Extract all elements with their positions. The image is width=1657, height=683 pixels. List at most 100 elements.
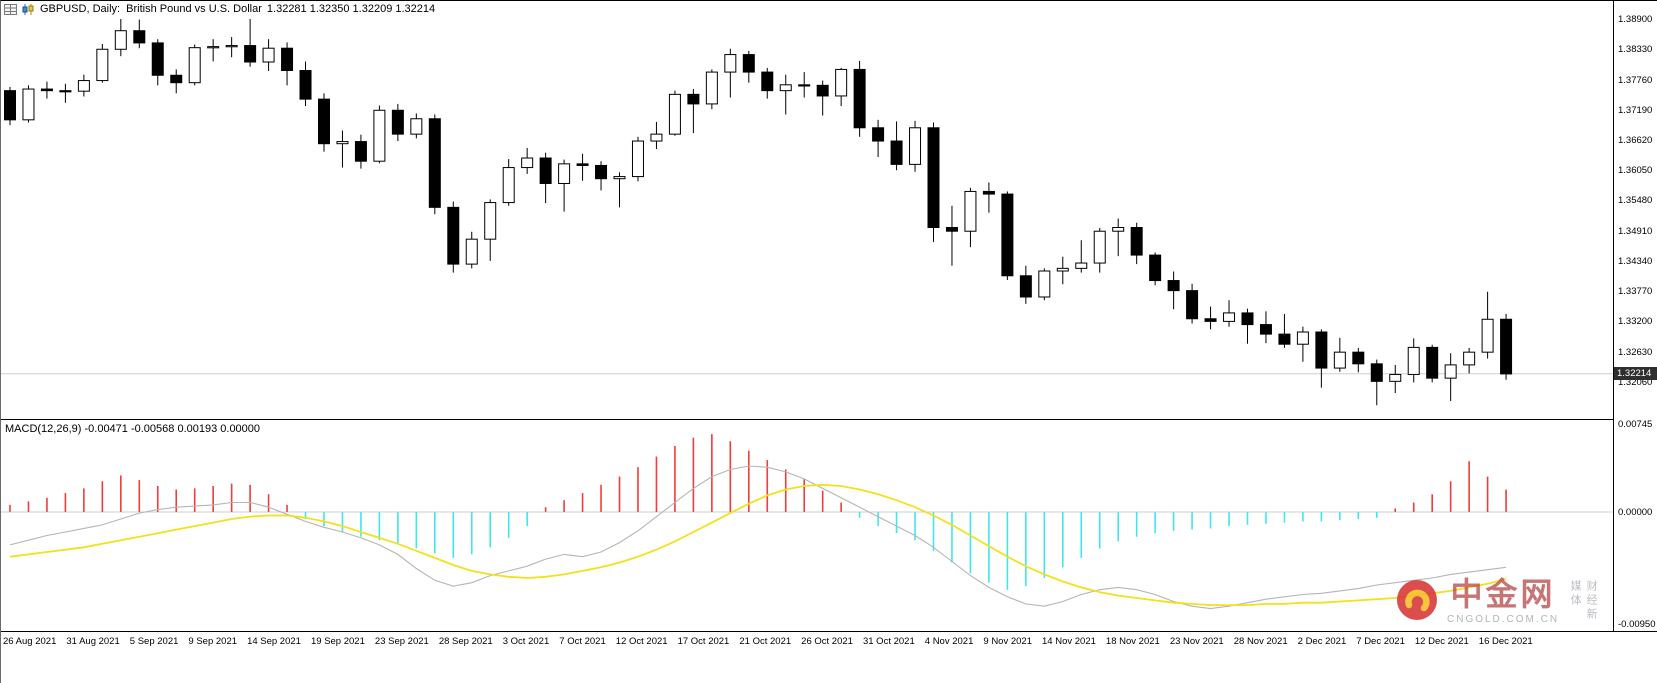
macd-axis-label: 0.00745 (1618, 419, 1653, 431)
price-axis-label: 1.38900 (1618, 14, 1653, 26)
candle-body (151, 42, 164, 76)
macd-chart[interactable] (1, 420, 1613, 631)
candle-body (4, 90, 16, 121)
time-axis-label: 7 Dec 2021 (1356, 636, 1405, 647)
candlestick-icon[interactable] (22, 3, 35, 15)
candle-body (650, 133, 663, 142)
macd-indicator-label: MACD(12,26,9) -0.00471 -0.00568 0.00193 … (5, 423, 260, 435)
time-axis-label: 21 Oct 2021 (739, 636, 792, 647)
candle-body (1500, 318, 1513, 375)
macd-signal-line (9, 483, 1507, 607)
macd-axis-label: -0.00950 (1618, 618, 1656, 630)
candle-body (114, 30, 127, 50)
time-axis-label: 16 Dec 2021 (1478, 636, 1533, 647)
panel-divider[interactable] (1, 419, 1657, 420)
time-axis-label: 9 Sep 2021 (188, 636, 238, 647)
candle-body (724, 54, 737, 73)
candle-body (77, 80, 90, 92)
grid-icon[interactable] (4, 3, 17, 15)
candle-body (373, 109, 386, 162)
candle-body (1038, 270, 1051, 298)
time-axis[interactable]: 26 Aug 2021 31 Aug 2021 5 Sep 2021 9 Sep 20… (3, 636, 1533, 647)
time-axis-label: 23 Nov 2021 (1169, 636, 1224, 647)
time-axis-label: 14 Sep 2021 (247, 636, 301, 647)
chart-header: GBPUSD, Daily: British Pound vs U.S. Dol… (4, 3, 435, 15)
candle-body (262, 47, 275, 63)
candle-body (1075, 262, 1088, 269)
time-axis-label: 28 Sep 2021 (438, 636, 493, 647)
candle-body (502, 167, 515, 204)
candle-body (244, 45, 257, 63)
time-axis-label: 12 Dec 2021 (1414, 636, 1469, 647)
candle-body (410, 118, 423, 135)
candle-body (761, 71, 774, 92)
price-axis[interactable]: 1.38900 1.38330 1.37760 1.37190 1.36620 1.360… (1613, 1, 1657, 631)
candle-body (1315, 331, 1328, 369)
time-axis-label: 23 Sep 2021 (374, 636, 429, 647)
watermark-tagline: 财经新媒体 (1569, 580, 1598, 622)
price-axis-label: 1.32630 (1618, 346, 1653, 358)
price-axis-label: 1.35480 (1618, 195, 1653, 207)
candle-body (890, 140, 903, 165)
time-axis-label: 12 Oct 2021 (615, 636, 668, 647)
price-axis-label: 1.38330 (1618, 44, 1653, 56)
time-axis-label: 26 Oct 2021 (801, 636, 853, 647)
candle-body (816, 84, 829, 97)
watermark: 中金网 CNGOLD.COM.CN 财经新媒体 (1395, 576, 1599, 634)
time-axis-label: 7 Oct 2021 (559, 636, 606, 647)
candle-body (170, 74, 183, 84)
candle-body (631, 140, 644, 178)
candle-body (1204, 318, 1217, 322)
candle-body (188, 47, 201, 84)
watermark-domain: CNGOLD.COM.CN (1447, 613, 1560, 625)
cngold-logo-icon (1395, 578, 1439, 622)
candle-body (281, 47, 294, 71)
watermark-brand: 中金网 (1450, 576, 1556, 612)
candle-body (1296, 331, 1309, 345)
candle-body (225, 45, 238, 48)
candle-body (521, 157, 534, 169)
time-axis-divider[interactable] (1, 631, 1657, 632)
candle-body (705, 71, 718, 105)
candle-body (1186, 290, 1199, 320)
candle-body (909, 127, 922, 165)
candle-body (1167, 280, 1180, 292)
ohlc-quotes: 1.32281 1.32350 1.32209 1.32214 (266, 3, 436, 15)
candle-body (945, 227, 958, 232)
candle-body (853, 68, 866, 129)
candle-body (742, 54, 755, 73)
candle-body (447, 206, 460, 265)
candle-body (1444, 364, 1457, 379)
candle-body (982, 190, 995, 195)
time-axis-label: 31 Aug 2021 (66, 636, 120, 647)
candle-body (687, 93, 700, 105)
candle-body (668, 93, 681, 135)
candle-body (59, 90, 72, 93)
price-axis-label: 1.33200 (1618, 316, 1653, 328)
time-axis-label: 9 Nov 2021 (983, 636, 1032, 647)
candle-body (927, 127, 940, 229)
candle-body (1426, 346, 1439, 379)
time-axis-label: 2 Dec 2021 (1297, 636, 1347, 647)
candle-body (40, 88, 53, 92)
time-axis-label: 18 Nov 2021 (1105, 636, 1160, 647)
candle-body (1407, 346, 1420, 375)
price-axis-label: 1.34910 (1618, 225, 1653, 237)
price-chart[interactable] (1, 1, 1613, 419)
candle-body (1333, 351, 1346, 369)
candle-body (1370, 363, 1383, 382)
candle-body (1259, 324, 1272, 335)
candle-body (299, 69, 312, 100)
candle-body (1352, 351, 1365, 365)
candle-body (539, 157, 552, 184)
price-axis-label: 1.34340 (1618, 255, 1653, 267)
watermark-text: 中金网 CNGOLD.COM.CN (1447, 576, 1560, 625)
time-axis-label: 5 Sep 2021 (129, 636, 179, 647)
candle-body (336, 141, 349, 145)
candle-body (1093, 230, 1106, 264)
time-axis-label: 31 Oct 2021 (862, 636, 915, 647)
candle-body (1389, 373, 1402, 382)
candle-body (354, 141, 367, 162)
candle-body (595, 164, 608, 180)
time-axis-label: 14 Nov 2021 (1042, 636, 1096, 647)
